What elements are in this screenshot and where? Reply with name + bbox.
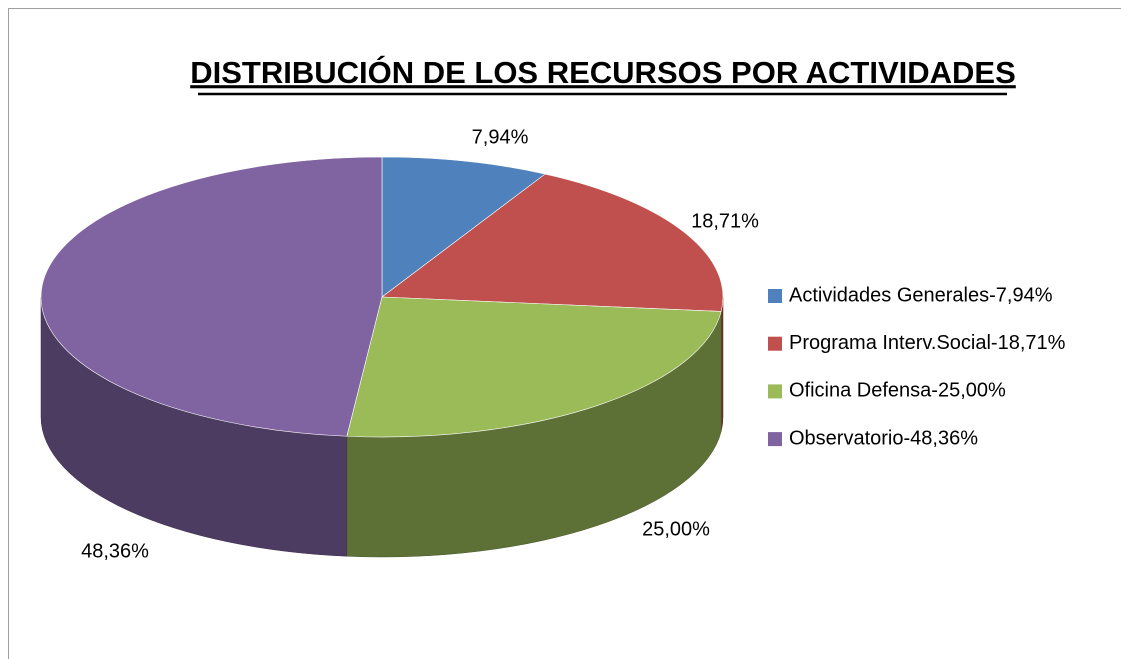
legend-swatch [768,336,782,351]
chart-title: DISTRIBUCIÓN DE LOS RECURSOS POR ACTIVID… [190,54,1016,90]
legend-label: Oficina Defensa-25,00% [789,380,1006,402]
legend-swatch [768,289,782,303]
legend-swatch [768,384,782,399]
data-label: 25,00% [642,518,710,540]
data-label: 48,36% [81,540,149,562]
legend-swatch [768,432,782,447]
pie-slice [346,296,722,438]
pie-slice [381,173,724,312]
pie-slice [40,156,383,437]
data-label: 18,71% [691,210,759,232]
legend-label: Observatorio-48,36% [789,427,978,449]
legend-label: Actividades Generales-7,94% [789,284,1053,306]
legend-label: Programa Interv.Social-18,71% [789,332,1066,354]
pie-side [720,296,724,432]
data-label: 7,94% [472,126,529,148]
pie-slice [381,156,546,298]
